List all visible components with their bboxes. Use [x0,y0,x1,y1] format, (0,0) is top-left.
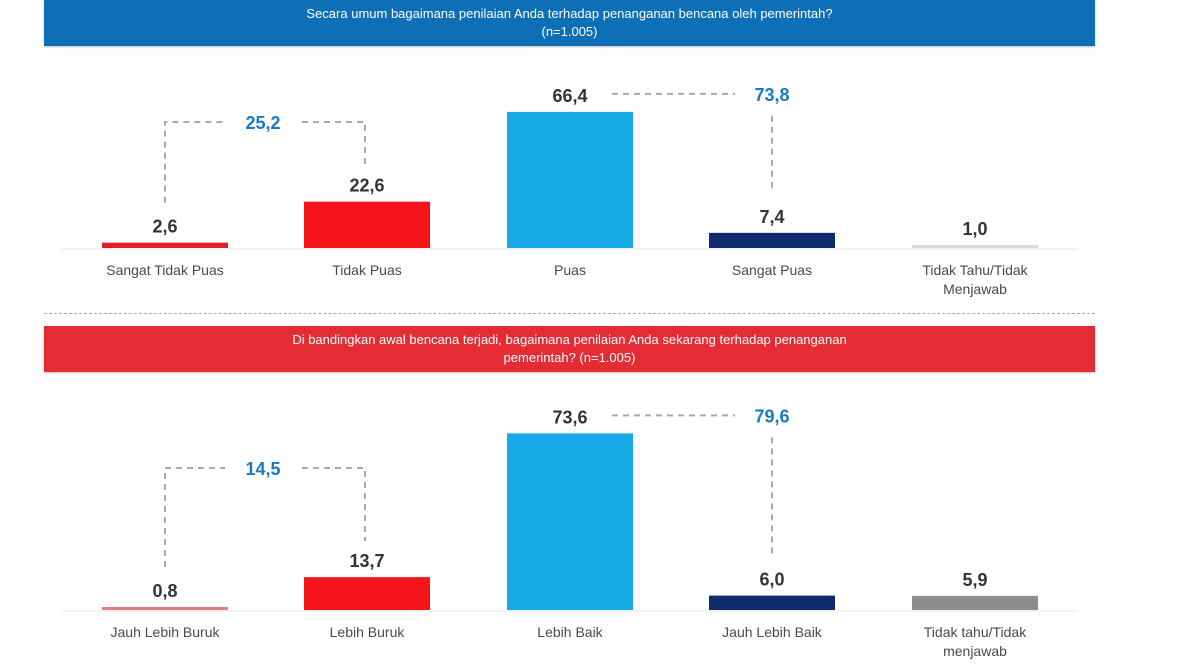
annotation-bracket-2 [612,92,773,193]
category-label-3: Lebih Baik [537,624,603,640]
bar-3 [507,111,633,248]
data-label-1: 0,8 [152,581,177,601]
category-label-2: Lebih Buruk [330,624,406,640]
data-label-3: 66,4 [552,86,587,106]
data-label-5: 5,9 [962,570,987,590]
bar-3 [507,433,633,610]
data-label-4: 6,0 [759,570,784,590]
chart-bottom-title: Di bandingkan awal bencana terjadi, baga… [292,332,847,347]
chart-bottom: 0,8 Jauh Lebih Buruk 13,7 Lebih Buruk 73,6 Le… [62,406,1078,659]
annotation-label-1: 25,2 [245,113,280,133]
category-label-1: Jauh Lebih Buruk [111,624,221,640]
data-label-1: 2,6 [152,217,177,237]
annotation-bracket-1 [164,467,366,567]
category-label-3: Puas [554,262,586,278]
category-label-4: Sangat Puas [732,262,812,278]
annotation-bracket-2 [612,414,773,556]
chart-bottom-subtitle: pemerintah? (n=1.005) [503,350,636,365]
category-label-4: Jauh Lebih Baik [722,624,823,640]
annotation-label-2: 73,8 [754,85,789,105]
annotation-bracket-1 [164,121,366,203]
category-label-1: Sangat Tidak Puas [106,262,224,278]
bar-5 [912,595,1038,610]
bar-4 [709,595,835,610]
category-label-2: Tidak Puas [332,262,402,278]
section-divider [44,313,1095,314]
data-label-5: 1,0 [962,219,987,239]
category-label-5: Tidak tahu/Tidak menjawab [924,624,1027,659]
data-label-2: 13,7 [349,551,384,571]
bar-1 [102,242,228,248]
chart-top-title-banner: Secara umum bagaimana penilaian Anda ter… [44,0,1095,46]
bar-4 [709,232,835,248]
category-label-5: Tidak Tahu/Tidak Menjawab [922,262,1028,297]
data-label-3: 73,6 [552,407,587,427]
chart-top-title: Secara umum bagaimana penilaian Anda ter… [306,6,833,21]
annotation-label-1: 14,5 [245,459,280,479]
bar-2 [304,577,430,610]
bar-5 [912,245,1038,248]
annotation-label-2: 79,6 [754,406,789,426]
chart-top-subtitle: (n=1.005) [541,24,598,39]
chart-bottom-title-banner: Di bandingkan awal bencana terjadi, baga… [44,326,1095,372]
data-label-2: 22,6 [349,176,384,196]
chart-top: 2,6 Sangat Tidak Puas 22,6 Tidak Puas 66,4 Pu… [62,85,1078,297]
data-label-4: 7,4 [759,207,784,227]
bar-1 [102,607,228,610]
bar-2 [304,201,430,248]
